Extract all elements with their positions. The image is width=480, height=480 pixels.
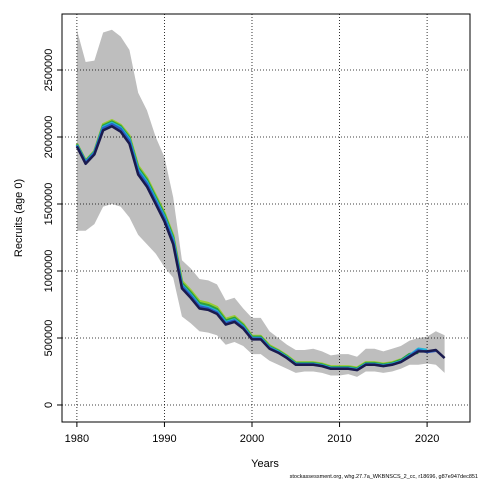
x-axis-label: Years bbox=[251, 458, 279, 470]
x-tick-label: 2000 bbox=[240, 433, 264, 445]
y-tick-label: 1000000 bbox=[43, 250, 55, 293]
y-tick-label: 2000000 bbox=[43, 116, 55, 159]
y-tick-label: 500000 bbox=[43, 320, 55, 357]
x-tick-label: 2020 bbox=[415, 433, 439, 445]
plot-frame bbox=[61, 13, 471, 423]
confidence-band bbox=[76, 29, 445, 377]
y-tick-label: 1500000 bbox=[43, 183, 55, 226]
x-tick-label: 1990 bbox=[152, 433, 176, 445]
x-tick-label: 1980 bbox=[65, 433, 89, 445]
y-tick-label: 0 bbox=[43, 402, 55, 408]
y-tick-label: 2500000 bbox=[43, 49, 55, 92]
footer: stockassessment.org, whg.27.7a_WKBNSCS_2… bbox=[290, 474, 478, 480]
y-axis-label: Recruits (age 0) bbox=[13, 179, 25, 257]
series-line bbox=[75, 125, 446, 372]
x-tick-label: 2010 bbox=[327, 433, 351, 445]
